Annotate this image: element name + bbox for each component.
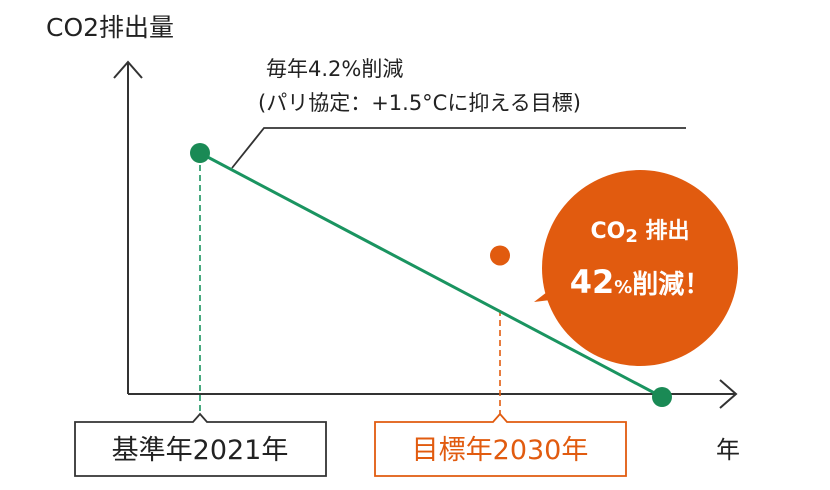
callout-subscript-two: 2 [625,226,638,247]
annotation-rate: 毎年4.2%削減 [266,57,403,81]
callout-line1: CO2 排出 [590,219,689,247]
target-year-label: 目標年2030年 [412,435,589,466]
base-year-point [190,143,210,163]
callout-value: 42 [570,263,615,301]
zero-emission-point [652,387,672,407]
callout-reduction: 削減！ [632,270,710,300]
base-year-label-box: 基準年2021年 [74,412,327,477]
callout-co: CO [590,219,625,244]
reduction-line [199,151,663,399]
target-year-label-box: 目標年2030年 [374,412,627,477]
y-axis-title: CO2排出量 [46,13,174,42]
x-axis-title: 年 [716,436,740,464]
callout-line2: 42%削減！ [570,263,711,301]
base-year-label: 基準年2021年 [112,435,289,466]
target-year-point [490,245,510,266]
callout-emission: 排出 [638,219,690,244]
x-axis-arrow-icon [719,379,738,409]
callout-percent: % [614,277,632,298]
annotation-goal: (パリ協定：+1.5°Cに抑える目標) [258,91,581,115]
y-axis-arrow-icon [113,60,143,79]
reduction-callout: CO2 排出 42%削減！ [534,170,738,366]
callout-circle [542,170,738,366]
axes [113,60,738,409]
annotation-leader-line [231,127,686,169]
